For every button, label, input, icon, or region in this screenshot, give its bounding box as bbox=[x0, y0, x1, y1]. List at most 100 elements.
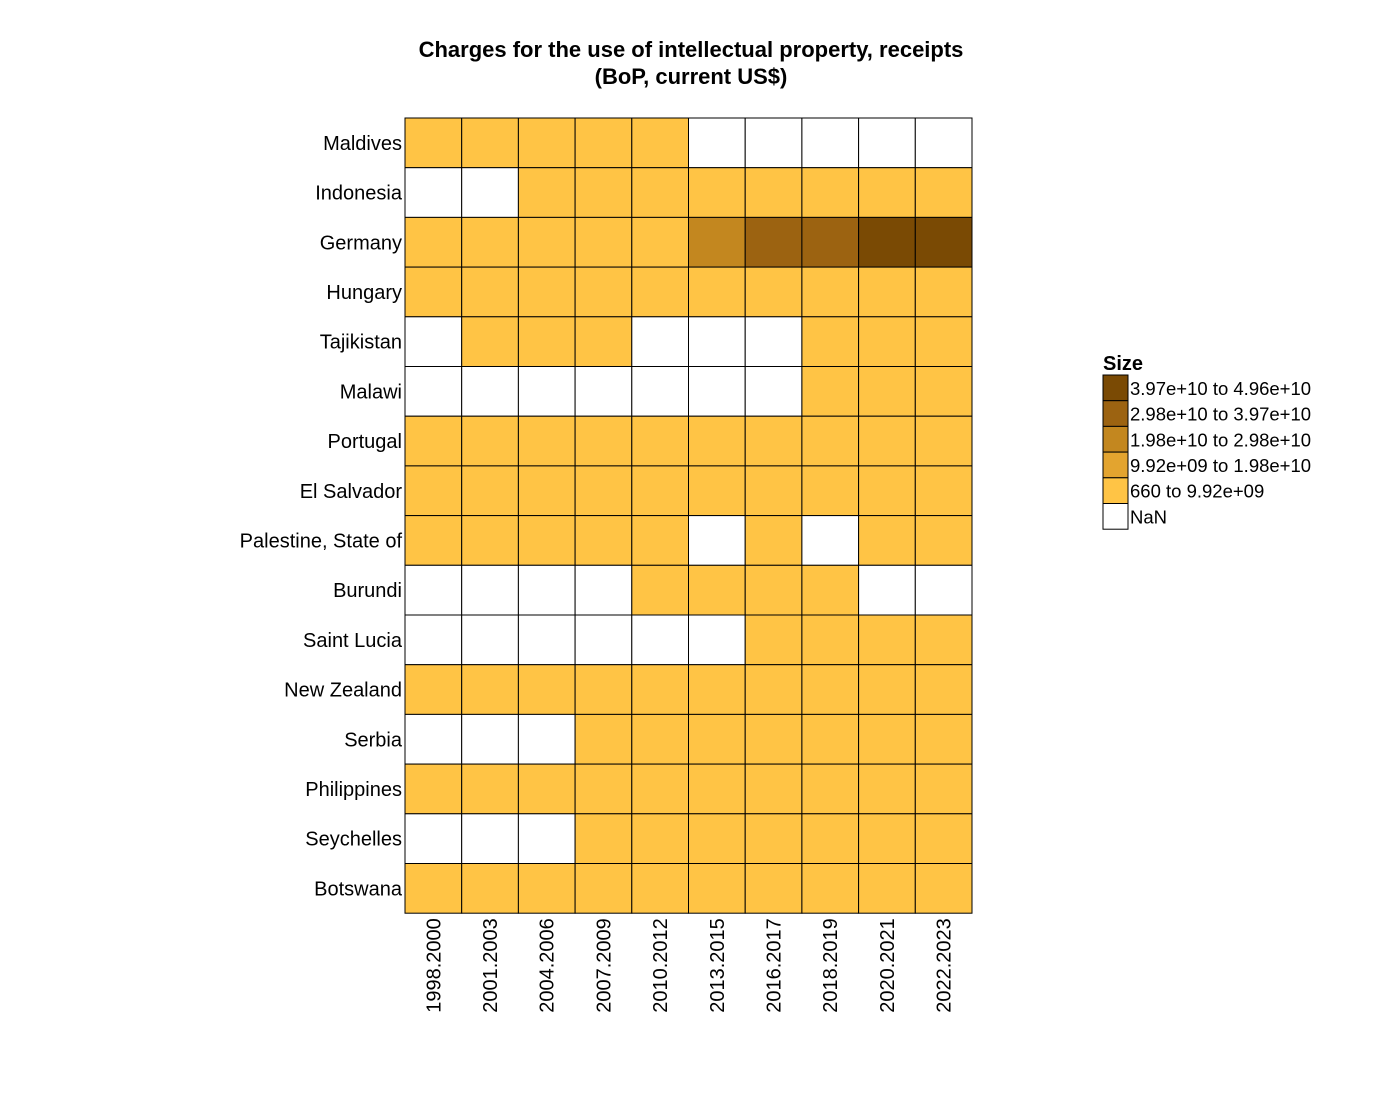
heatmap-cell bbox=[744, 366, 803, 417]
heatmap-cell bbox=[744, 465, 803, 517]
heatmap-cell bbox=[574, 465, 633, 517]
heatmap-cell bbox=[801, 813, 860, 864]
legend-label: 660 to 9.92e+09 bbox=[1130, 481, 1264, 502]
heatmap-cell bbox=[404, 465, 463, 517]
legend-swatch bbox=[1102, 477, 1129, 504]
x-tick-label: 2001.2003 bbox=[480, 918, 502, 1013]
heatmap-cell bbox=[574, 863, 633, 914]
legend-swatch-nan bbox=[1102, 503, 1129, 530]
heatmap-cell bbox=[574, 266, 633, 318]
heatmap-cell bbox=[858, 415, 916, 467]
heatmap-cell bbox=[517, 465, 576, 517]
heatmap-cell bbox=[858, 316, 916, 367]
y-tick-label: Hungary bbox=[326, 282, 402, 304]
heatmap-cell bbox=[744, 167, 803, 218]
heatmap-cell bbox=[801, 366, 860, 417]
heatmap-cell bbox=[517, 117, 576, 169]
heatmap-cell bbox=[688, 366, 746, 417]
legend: Size 3.97e+10 to 4.96e+10 2.98e+10 to 3.9… bbox=[1102, 353, 1311, 530]
heatmap-cell bbox=[404, 664, 463, 715]
heatmap-cell bbox=[574, 167, 633, 218]
heatmap-cell bbox=[517, 863, 576, 914]
heatmap-cell bbox=[517, 614, 576, 666]
heatmap-cell bbox=[858, 465, 916, 517]
heatmap-cell bbox=[631, 515, 689, 566]
heatmap-cell bbox=[858, 266, 916, 318]
heatmap-cell bbox=[744, 415, 803, 467]
heatmap-cell bbox=[858, 167, 916, 218]
heatmap-cell bbox=[574, 515, 633, 566]
heatmap-cell bbox=[744, 266, 803, 318]
heatmap-cell bbox=[858, 117, 916, 169]
heatmap-cell bbox=[858, 515, 916, 566]
x-tick-label: 2004.2006 bbox=[537, 918, 559, 1013]
heatmap-cell bbox=[801, 465, 860, 517]
heatmap-cell bbox=[631, 266, 689, 318]
heatmap-cell bbox=[688, 415, 746, 467]
heatmap-cell bbox=[404, 863, 463, 914]
heatmap-cell bbox=[517, 763, 576, 815]
heatmap-cell bbox=[517, 515, 576, 566]
heatmap-cell bbox=[574, 216, 633, 268]
y-tick-label: Tajikistan bbox=[320, 332, 402, 354]
heatmap-cell bbox=[631, 664, 689, 715]
heatmap-cell bbox=[461, 564, 519, 616]
heatmap-cell bbox=[688, 614, 746, 666]
heatmap-cell bbox=[914, 813, 973, 864]
heatmap-cell bbox=[404, 266, 463, 318]
heatmap-cell bbox=[461, 316, 519, 367]
heatmap-cell bbox=[744, 763, 803, 815]
heatmap-cell bbox=[688, 216, 746, 268]
heatmap-cell bbox=[858, 216, 916, 268]
chart-title-line-2: (BoP, current US$) bbox=[595, 64, 788, 89]
heatmap-cell bbox=[914, 167, 973, 218]
heatmap-cell bbox=[801, 564, 860, 616]
heatmap-cell bbox=[461, 813, 519, 864]
heatmap-cell bbox=[631, 415, 689, 467]
heatmap-cell bbox=[517, 216, 576, 268]
legend-swatch bbox=[1102, 400, 1129, 427]
x-axis-labels: 1998.2000 2001.2003 2004.2006 2007.2009 2010… bbox=[423, 918, 955, 1013]
y-tick-label: New Zealand bbox=[284, 680, 402, 702]
heatmap-cell bbox=[914, 515, 973, 566]
y-tick-label: Philippines bbox=[305, 779, 402, 801]
y-tick-label: Botswana bbox=[314, 878, 403, 900]
x-tick-label: 1998.2000 bbox=[423, 918, 445, 1013]
y-tick-label: El Salvador bbox=[300, 481, 403, 503]
heatmap-cell bbox=[404, 316, 463, 367]
heatmap-cell bbox=[574, 713, 633, 765]
heatmap-cell bbox=[744, 713, 803, 765]
heatmap-cell bbox=[744, 614, 803, 666]
heatmap-cell bbox=[688, 266, 746, 318]
heatmap-cell bbox=[688, 813, 746, 864]
heatmap-cell bbox=[574, 415, 633, 467]
x-tick-label: 2016.2017 bbox=[764, 918, 786, 1013]
heatmap-cell bbox=[914, 713, 973, 765]
heatmap-cell bbox=[744, 117, 803, 169]
heatmap-cell bbox=[688, 664, 746, 715]
heatmap-cell bbox=[631, 316, 689, 367]
heatmap-cell bbox=[517, 366, 576, 417]
heatmap-cell bbox=[404, 564, 463, 616]
heatmap-cell bbox=[631, 614, 689, 666]
heatmap-cell bbox=[461, 117, 519, 169]
heatmap-cell bbox=[404, 763, 463, 815]
heatmap-cell bbox=[914, 664, 973, 715]
heatmap-cell bbox=[914, 266, 973, 318]
heatmap-cell bbox=[688, 465, 746, 517]
heatmap-cell bbox=[914, 415, 973, 467]
heatmap-cell bbox=[858, 813, 916, 864]
legend-label: 3.97e+10 to 4.96e+10 bbox=[1130, 378, 1311, 399]
x-tick-label: 2010.2012 bbox=[650, 918, 672, 1013]
heatmap-cell bbox=[801, 117, 860, 169]
heatmap-cell bbox=[914, 316, 973, 367]
heatmap-cell bbox=[517, 415, 576, 467]
heatmap-cell bbox=[631, 216, 689, 268]
heatmap-cell bbox=[688, 117, 746, 169]
heatmap-cell bbox=[801, 266, 860, 318]
legend-label-nan: NaN bbox=[1130, 506, 1167, 527]
y-tick-label: Seychelles bbox=[305, 829, 402, 851]
heatmap-cell bbox=[461, 366, 519, 417]
heatmap-cell bbox=[858, 366, 916, 417]
